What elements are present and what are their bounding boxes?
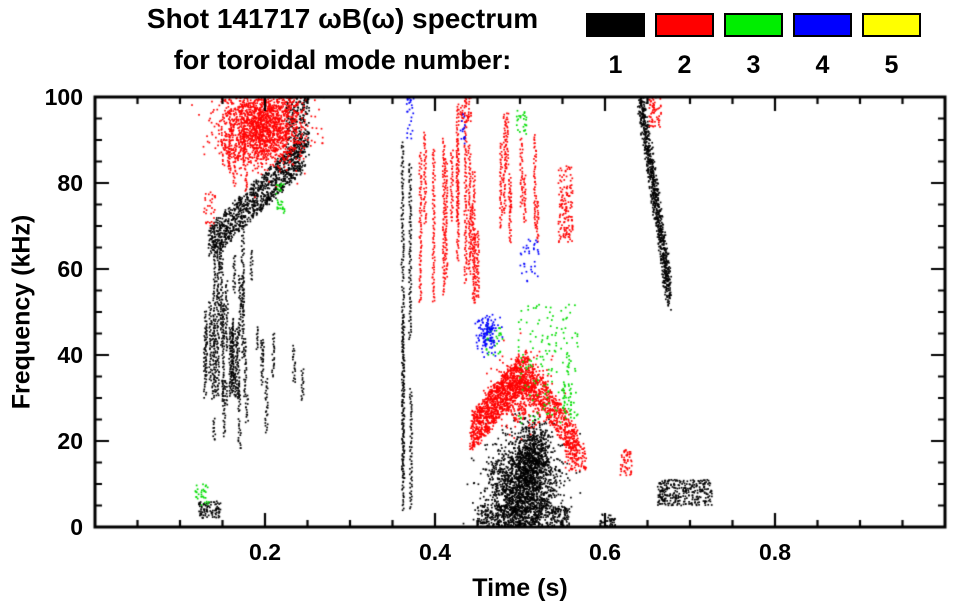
legend-label-1: 1	[608, 51, 623, 79]
legend-entry-2: 2	[650, 13, 719, 80]
y-axis-label: Frequency (kHz)	[7, 214, 36, 410]
y-tick-label: 40	[57, 342, 83, 368]
title-block: Shot 141717 ωB(ω) spectrum for toroidal …	[95, 3, 590, 75]
legend-label-5: 5	[884, 51, 899, 79]
y-tick-label: 60	[57, 256, 83, 282]
legend-swatch-1	[586, 13, 645, 37]
x-tick-label: 0.8	[759, 539, 791, 565]
y-tick-label: 80	[57, 170, 83, 196]
legend-entry-1: 1	[581, 13, 650, 80]
x-tick-label: 0.6	[589, 539, 621, 565]
legend-swatch-2	[655, 13, 714, 37]
chart-subtitle: for toroidal mode number:	[173, 44, 512, 75]
legend-label-2: 2	[677, 51, 692, 79]
x-axis-label: Time (s)	[472, 574, 568, 602]
legend-entry-4: 4	[788, 13, 857, 80]
legend-label-4: 4	[815, 51, 830, 79]
chart-title: Shot 141717 ωB(ω) spectrum	[146, 3, 539, 34]
legend-swatch-4	[793, 13, 852, 37]
y-tick-label: 0	[70, 514, 83, 540]
legend-swatch-5	[862, 13, 921, 37]
legend-swatch-3	[724, 13, 783, 37]
x-tick-label: 0.2	[249, 539, 281, 565]
mode-number-legend: 1 2 3 4 5	[581, 13, 926, 80]
x-tick-label: 0.4	[419, 539, 451, 565]
legend-label-3: 3	[746, 51, 761, 79]
legend-entry-3: 3	[719, 13, 788, 80]
y-tick-label: 20	[57, 428, 83, 454]
legend-entry-5: 5	[857, 13, 926, 80]
y-tick-label: 100	[44, 84, 83, 110]
